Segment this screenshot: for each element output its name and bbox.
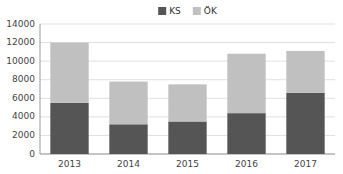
y-tick-label: 14000 [6, 19, 35, 29]
bar [227, 113, 265, 154]
legend-label: ÖK [204, 6, 218, 16]
bar [109, 82, 147, 125]
bar [50, 43, 88, 103]
y-tick-label: 2000 [12, 130, 35, 140]
y-tick-label: 12000 [6, 37, 35, 47]
bar [286, 51, 324, 93]
legend-swatch [193, 7, 201, 15]
y-tick-label: 4000 [12, 111, 35, 121]
bar [286, 93, 324, 154]
bars [50, 43, 324, 154]
x-tick-label: 2015 [176, 159, 199, 169]
legend: KS ÖK [158, 6, 218, 16]
legend-item: KS [158, 6, 181, 16]
bar [168, 122, 206, 155]
grid [40, 24, 335, 154]
y-tick-label: 10000 [6, 56, 35, 66]
x-tick-label: 2014 [117, 159, 140, 169]
bar [227, 54, 265, 113]
x-tick-label: 2016 [235, 159, 258, 169]
axes: 0 2000 4000 6000 8000 10000 12000 14000 2013 2014… [6, 19, 335, 170]
y-tick-label: 8000 [12, 74, 35, 84]
x-tick-label: 2017 [294, 159, 317, 169]
grid-line [40, 24, 335, 25]
y-tick-label: 0 [29, 149, 35, 159]
bar [168, 84, 206, 121]
legend-swatch [158, 7, 166, 15]
bar [109, 124, 147, 154]
y-tick-label: 6000 [12, 93, 35, 103]
chart: 0 2000 4000 6000 8000 10000 12000 14000 2013 2014… [0, 0, 343, 174]
x-tick-label: 2013 [58, 159, 81, 169]
legend-item: ÖK [193, 6, 218, 16]
bar [50, 103, 88, 154]
y-axis-line [40, 24, 41, 154]
legend-label: KS [169, 6, 181, 16]
